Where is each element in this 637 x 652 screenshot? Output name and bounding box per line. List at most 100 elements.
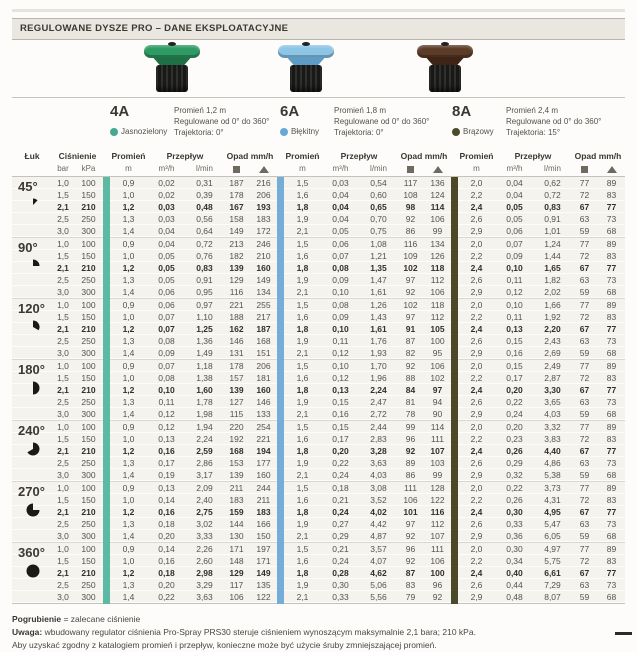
- flow-m3h: 0,20: [506, 422, 523, 432]
- pressure-kpa: 250: [81, 397, 96, 407]
- flow-lmin: 3,29: [196, 580, 213, 590]
- precip-square: 59: [579, 531, 590, 541]
- precip-triangle: 99: [432, 470, 443, 480]
- radius-m: 0,9: [122, 483, 135, 493]
- flow-lmin: 1,25: [196, 324, 213, 334]
- precip-square: 92: [405, 214, 416, 224]
- radius-m: 1,0: [122, 312, 135, 322]
- precip-square: 86: [405, 226, 416, 236]
- precip-square: 106: [229, 592, 244, 602]
- precip-triangle: 149: [256, 275, 271, 285]
- flow-lmin: 3,17: [196, 470, 213, 480]
- flow-m3h: 0,14: [158, 544, 175, 554]
- precip-triangle: 100: [430, 568, 445, 578]
- unit-m3h: m³/h: [158, 164, 175, 173]
- radius-m: 2,1: [296, 348, 309, 358]
- radius-m: 1,4: [122, 226, 135, 236]
- table-body: 45° 1,0 100 0,9 0,02 0,31 187 216 1,5 0,03 0,54 117…: [12, 177, 625, 604]
- flow-m3h: 0,05: [506, 214, 523, 224]
- flow-m3h: 0,22: [158, 592, 175, 602]
- footnote-line: Aby uzyskać zgodny z katalogiem promień …: [12, 640, 437, 650]
- flow-lmin: 4,03: [370, 470, 387, 480]
- precip-triangle: 106: [430, 556, 445, 566]
- radius-m: 2,1: [296, 226, 309, 236]
- pressure-bar: 3,0: [57, 531, 69, 541]
- stripe-8a: [451, 177, 458, 604]
- flow-lmin: 3,65: [544, 397, 561, 407]
- pressure-bar: 1,5: [57, 434, 69, 444]
- precip-square: 89: [405, 458, 416, 468]
- precip-triangle: 89: [606, 239, 617, 249]
- flow-lmin: 3,32: [544, 422, 561, 432]
- radius-m: 1,4: [122, 409, 135, 419]
- precip-square: 59: [579, 592, 590, 602]
- pressure-kpa: 250: [81, 214, 96, 224]
- legend-code-col: 4A Jasnozielony: [110, 104, 170, 138]
- radius-m: 2,4: [470, 324, 483, 334]
- flow-m3h: 0,17: [332, 434, 349, 444]
- precip-triangle: 68: [606, 348, 617, 358]
- flow-m3h: 0,33: [332, 592, 349, 602]
- radius-m: 1,3: [122, 336, 135, 346]
- precip-square: 187: [229, 178, 244, 188]
- precip-triangle: 211: [256, 495, 271, 505]
- pressure-kpa: 300: [81, 531, 96, 541]
- flow-m3h: 0,30: [506, 507, 523, 517]
- flow-lmin: 2,75: [196, 507, 213, 517]
- flow-m3h: 0,15: [332, 422, 349, 432]
- radius-m: 1,0: [122, 434, 135, 444]
- precip-square: 162: [229, 324, 244, 334]
- radius-m: 1,6: [296, 190, 309, 200]
- precip-square: 153: [229, 458, 244, 468]
- precip-triangle: 112: [430, 312, 445, 322]
- radius-m: 1,6: [296, 495, 309, 505]
- precip-triangle: 134: [256, 287, 271, 297]
- pressure-kpa: 150: [81, 312, 96, 322]
- precip-square: 87: [405, 336, 416, 346]
- precip-triangle: 83: [606, 190, 617, 200]
- flow-lmin: 1,44: [544, 251, 561, 261]
- precip-triangle: 118: [430, 300, 445, 310]
- flow-m3h: 0,44: [506, 580, 523, 590]
- flow-m3h: 0,11: [158, 397, 175, 407]
- radius-m: 2,6: [470, 214, 483, 224]
- pressure-kpa: 100: [81, 300, 96, 310]
- precip-triangle: 210: [256, 251, 271, 261]
- flow-lmin: 1,82: [544, 275, 561, 285]
- arc-label: 90°: [18, 240, 38, 255]
- radius-m: 1,6: [296, 373, 309, 383]
- radius-m: 2,4: [470, 202, 483, 212]
- flow-m3h: 0,26: [506, 495, 523, 505]
- nozzle-specs: Promień 2,4 m Regulowane od 0° do 360° T…: [506, 104, 601, 138]
- precip-square: 77: [579, 178, 590, 188]
- flow-m3h: 0,16: [158, 507, 175, 517]
- precip-triangle: 103: [430, 458, 445, 468]
- flow-m3h: 0,13: [506, 324, 523, 334]
- precip-triangle: 77: [606, 446, 617, 456]
- precip-square: 98: [405, 202, 416, 212]
- precip-triangle: 77: [606, 385, 617, 395]
- radius-m: 2,2: [470, 312, 483, 322]
- flow-lmin: 5,75: [544, 556, 561, 566]
- precip-triangle: 77: [606, 568, 617, 578]
- flow-lmin: 2,59: [196, 446, 213, 456]
- flow-m3h: 0,33: [506, 519, 523, 529]
- pressure-kpa: 100: [81, 483, 96, 493]
- precip-triangle: 216: [256, 178, 271, 188]
- flow-m3h: 0,28: [332, 568, 349, 578]
- precip-triangle: 96: [432, 580, 443, 590]
- radius-m: 2,1: [296, 409, 309, 419]
- flow-m3h: 0,10: [332, 361, 349, 371]
- flow-m3h: 0,32: [506, 470, 523, 480]
- precip-square: 67: [579, 446, 590, 456]
- col-header-arc: Łuk: [24, 151, 40, 161]
- flow-lmin: 2,49: [544, 361, 561, 371]
- radius-m: 1,4: [122, 470, 135, 480]
- flow-lmin: 1,43: [370, 312, 387, 322]
- nozzle-photo-6a: [274, 42, 338, 96]
- performance-table: Łuk Ciśnienie Promień Przepływ Opad mm/h…: [12, 150, 625, 604]
- radius-m: 2,0: [470, 422, 483, 432]
- spec-adjustable: Regulowane od 0° do 360°: [506, 117, 602, 126]
- precip-square: 111: [404, 483, 417, 493]
- flow-lmin: 5,38: [544, 470, 561, 480]
